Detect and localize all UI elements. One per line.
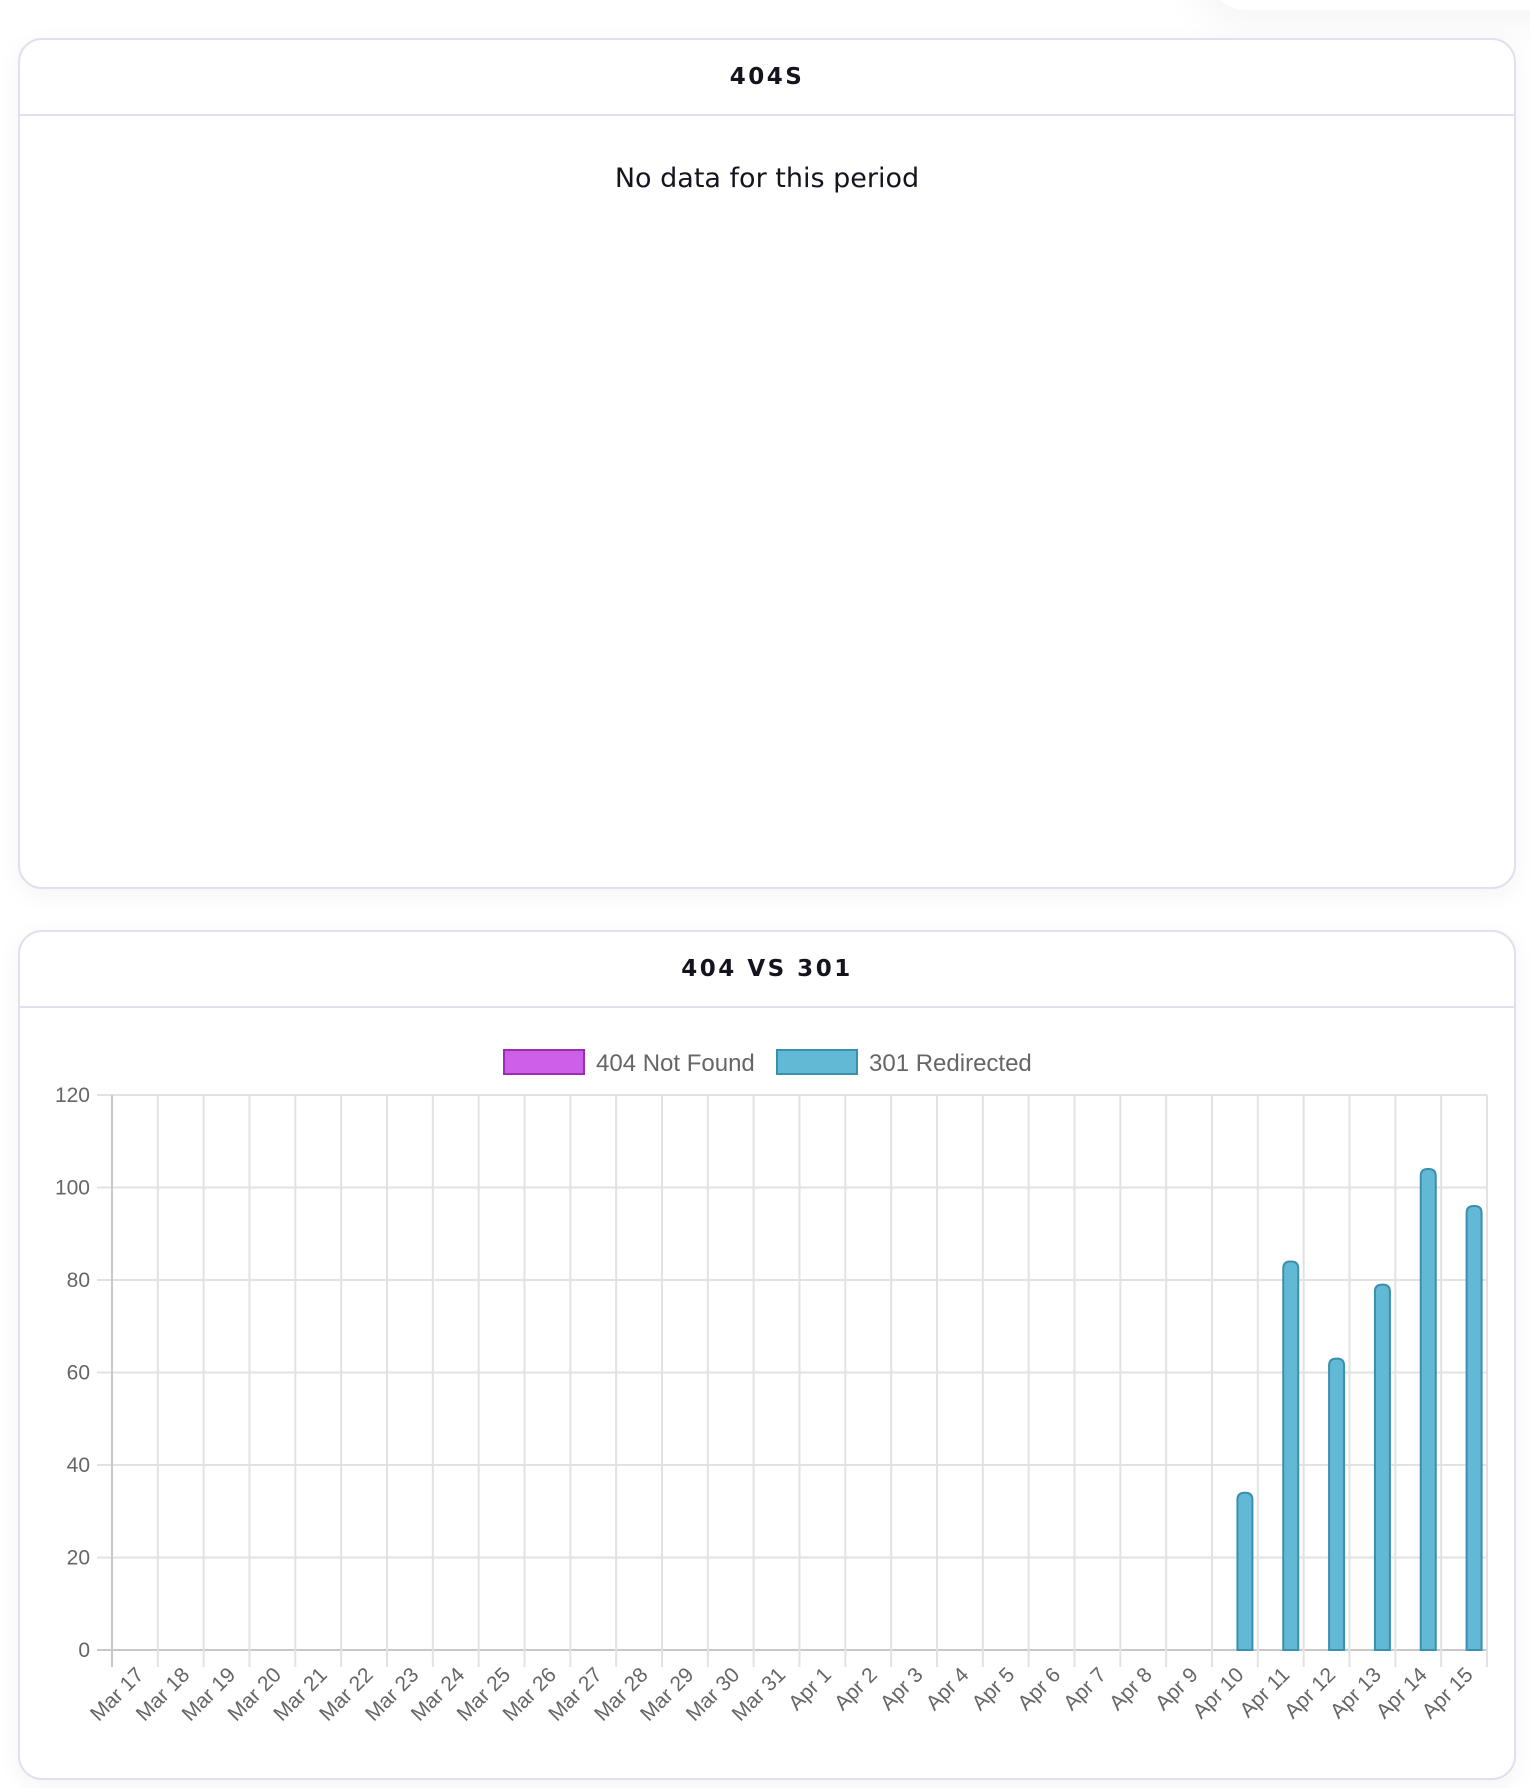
card-header: 404S (20, 40, 1514, 116)
legend-swatch (503, 1049, 585, 1075)
bar-redirected[interactable] (1419, 1168, 1437, 1651)
x-tick-label: Apr 13 (1326, 1663, 1386, 1723)
y-axis: 0 20 40 60 80 100 120 (55, 1084, 90, 1662)
card-header: 404 VS 301 (20, 932, 1514, 1008)
legend-label: 404 Not Found (596, 1050, 755, 1077)
x-tick-label: Apr 14 (1372, 1663, 1432, 1723)
x-tick-label: Apr 7 (1059, 1663, 1111, 1715)
x-tick-label: Apr 3 (876, 1663, 928, 1715)
y-tick-label: 20 (67, 1547, 90, 1570)
x-tick-label: Apr 6 (1013, 1663, 1065, 1715)
card-title: 404 VS 301 (681, 956, 853, 982)
y-tick-label: 100 (55, 1177, 90, 1200)
x-tick-label: Apr 15 (1418, 1663, 1478, 1723)
x-tick-label: Apr 10 (1188, 1663, 1248, 1723)
chart-bars (1236, 1168, 1483, 1651)
y-tick-label: 0 (78, 1639, 90, 1662)
x-tick-label: Apr 1 (784, 1663, 836, 1715)
empty-state-message: No data for this period (614, 163, 920, 194)
bar-redirected[interactable] (1373, 1283, 1391, 1651)
x-tick-label: Apr 2 (830, 1663, 882, 1715)
y-tick-label: 40 (67, 1454, 90, 1477)
y-tick-label: 80 (67, 1269, 90, 1292)
legend-item[interactable]: 301 Redirected (776, 1049, 1032, 1077)
legend-swatch (776, 1049, 858, 1075)
card-404s: 404S No data for this period (18, 38, 1516, 889)
bar-redirected[interactable] (1282, 1260, 1300, 1651)
bar-redirected[interactable] (1328, 1357, 1346, 1651)
chart-legend[interactable]: 404 Not Found 301 Redirected (503, 1049, 1032, 1077)
bar-redirected[interactable] (1236, 1491, 1254, 1651)
bar-redirected[interactable] (1465, 1205, 1483, 1651)
chart-grid (97, 1094, 1488, 1667)
x-tick-label: Apr 5 (968, 1663, 1020, 1715)
x-tick-label: Apr 12 (1280, 1663, 1340, 1723)
x-tick-label: Apr 8 (1105, 1663, 1157, 1715)
x-tick-label: Apr 4 (922, 1663, 974, 1715)
y-tick-label: 120 (55, 1084, 90, 1107)
legend-item[interactable]: 404 Not Found (503, 1049, 755, 1077)
card-404-vs-301: 404 VS 301 (18, 930, 1516, 1780)
card-title: 404S (729, 64, 805, 90)
legend-label: 301 Redirected (869, 1050, 1032, 1077)
y-tick-label: 60 (67, 1362, 90, 1385)
